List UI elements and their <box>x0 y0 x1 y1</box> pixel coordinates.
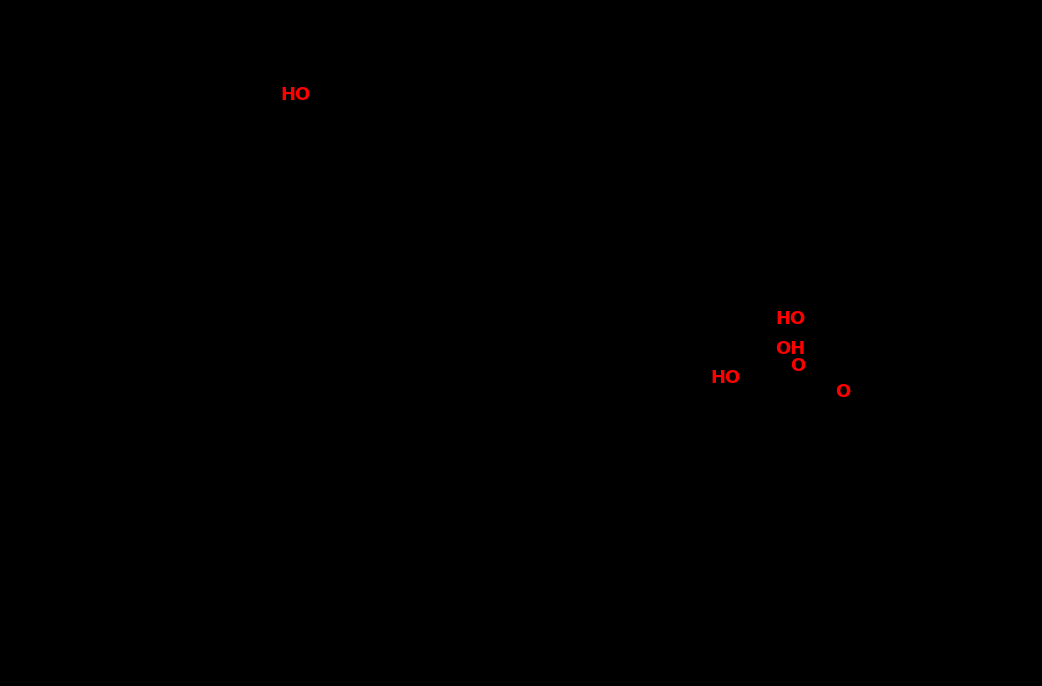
Text: OH: OH <box>775 340 805 358</box>
Text: O: O <box>790 357 805 375</box>
Text: HO: HO <box>775 310 805 328</box>
Text: O: O <box>836 383 850 401</box>
Text: HO: HO <box>280 86 311 104</box>
Text: HO: HO <box>710 369 740 387</box>
